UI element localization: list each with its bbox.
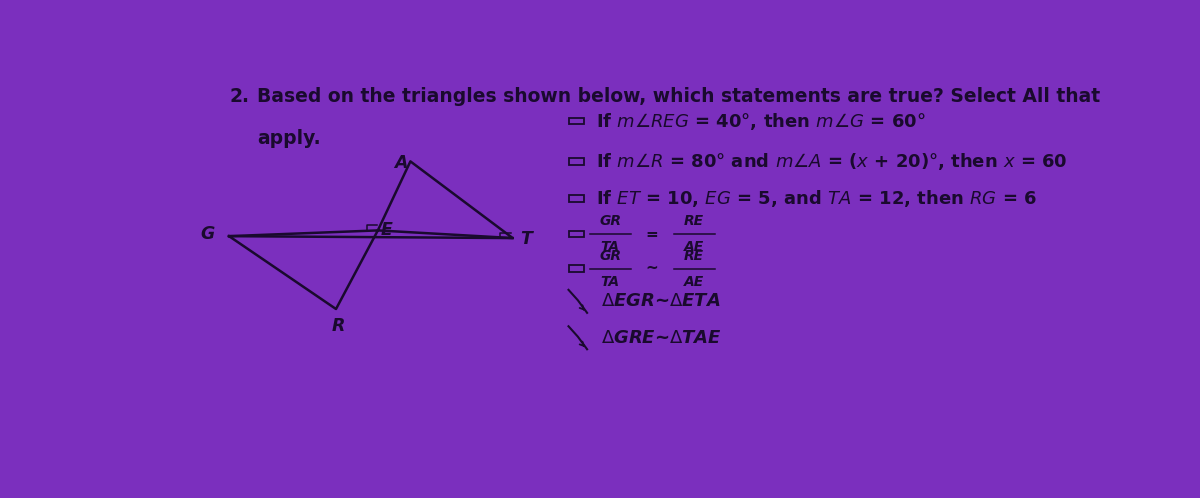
- Text: AE: AE: [684, 240, 704, 254]
- Text: Based on the triangles shown below, which statements are true? Select All that: Based on the triangles shown below, whic…: [257, 87, 1100, 106]
- Bar: [569, 265, 584, 272]
- Text: apply.: apply.: [257, 129, 320, 148]
- Text: =: =: [646, 227, 659, 242]
- Text: 2.: 2.: [229, 87, 250, 106]
- Text: R: R: [331, 317, 344, 335]
- Text: TA: TA: [601, 275, 620, 289]
- Text: T: T: [520, 230, 532, 248]
- Bar: [569, 158, 584, 165]
- Bar: [569, 231, 584, 238]
- Text: If $\mathit{m}\angle\mathit{REG}$ = 40°, then $\mathit{m}\angle\mathit{G}$ = 60°: If $\mathit{m}\angle\mathit{REG}$ = 40°,…: [596, 111, 926, 131]
- Text: If $\mathit{m}\angle\mathit{R}$ = 80° and $\mathit{m}\angle\mathit{A}$ = ($\math: If $\mathit{m}\angle\mathit{R}$ = 80° an…: [596, 151, 1068, 172]
- Text: RE: RE: [684, 249, 704, 263]
- Text: GR: GR: [599, 249, 622, 263]
- Text: GR: GR: [599, 214, 622, 228]
- Text: $\mathit{\Delta}$GRE~$\mathit{\Delta}$TAE: $\mathit{\Delta}$GRE~$\mathit{\Delta}$TA…: [601, 329, 722, 347]
- Bar: [569, 118, 584, 124]
- Text: $\mathit{\Delta}$EGR~$\mathit{\Delta}$ETA: $\mathit{\Delta}$EGR~$\mathit{\Delta}$ET…: [601, 292, 721, 310]
- Bar: [569, 195, 584, 202]
- Text: E: E: [380, 221, 392, 239]
- Text: G: G: [200, 225, 215, 243]
- Text: ~: ~: [646, 261, 659, 276]
- Text: TA: TA: [601, 240, 620, 254]
- Text: A: A: [395, 154, 408, 172]
- Text: If $\mathit{ET}$ = 10, $\mathit{EG}$ = 5, and $\mathit{TA}$ = 12, then $\mathit{: If $\mathit{ET}$ = 10, $\mathit{EG}$ = 5…: [596, 188, 1037, 209]
- Text: RE: RE: [684, 214, 704, 228]
- Text: AE: AE: [684, 275, 704, 289]
